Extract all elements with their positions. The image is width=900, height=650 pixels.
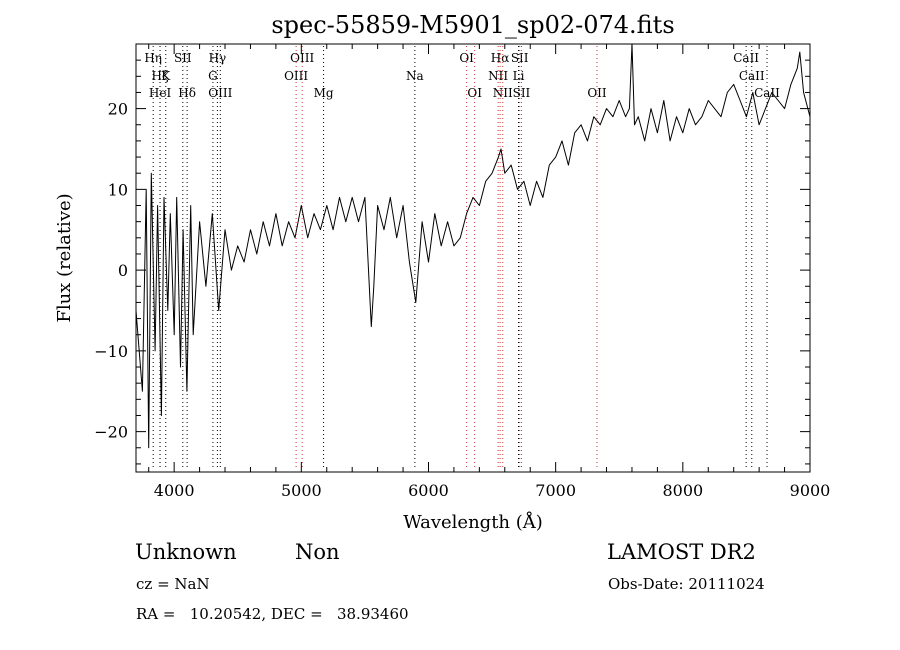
spectral-line-label-4: SII (174, 51, 192, 65)
redshift-cz: cz = NaN (136, 575, 210, 593)
plot-frame (135, 43, 811, 473)
spectral-line-label-19: Li (513, 69, 525, 83)
spectral-line-label-10: OIII (284, 69, 308, 83)
spectral-line-label-15: Hα (491, 51, 510, 65)
spectral-line-label-6: Hγ (209, 51, 227, 65)
spectral-line-label-8: OIII (208, 86, 232, 100)
spectral-line-label-0: Hη (144, 51, 162, 65)
y-axis-label: Flux (relative) (54, 193, 75, 322)
spectral-line-label-24: CaII (754, 86, 780, 100)
x-tick-label-0: 4000 (154, 481, 195, 500)
x-tick-label-4: 8000 (662, 481, 703, 500)
observation-date: Obs-Date: 20111024 (608, 575, 765, 593)
y-tick-label-0: −20 (94, 423, 128, 442)
spectral-line-label-16: NII (488, 69, 508, 83)
spectral-line-markers: HηHζHeIKSIIHδHγGOIIIOIIIOIIIMgNaOIOIHαNI… (144, 46, 780, 470)
spectral-line-label-22: CaII (733, 51, 759, 65)
spectral-line-label-13: OI (459, 51, 474, 65)
spectral-line-label-5: Hδ (178, 86, 196, 100)
x-tick-label-2: 6000 (408, 481, 449, 500)
ra-dec-coordinates: RA = 10.20542, DEC = 38.93460 (136, 605, 409, 623)
spectral-line-label-12: Na (406, 69, 424, 83)
spectrum-series-line-0 (135, 43, 811, 449)
y-tick-label-2: 0 (118, 261, 128, 280)
spectral-line-label-21: OII (587, 86, 607, 100)
y-tick-label-4: 20 (108, 100, 128, 119)
spectrum-series (135, 43, 811, 449)
spectral-line-label-11: Mg (314, 86, 334, 100)
chart-title: spec-55859-M5901_sp02-074.fits (271, 11, 674, 39)
spectral-line-label-1: Hζ (152, 69, 169, 83)
x-axis-label: Wavelength (Å) (403, 511, 543, 533)
spectral-line-label-7: G (208, 69, 218, 83)
spectral-line-label-14: OI (467, 86, 482, 100)
spectral-line-label-17: NII (493, 86, 513, 100)
object-class: Unknown (135, 540, 237, 564)
spectral-line-label-20: SII (513, 86, 531, 100)
spectral-line-label-2: HeI (149, 86, 172, 100)
spectral-line-label-3: K (161, 69, 171, 83)
x-tick-label-3: 7000 (535, 481, 576, 500)
spectral-line-label-23: CaII (739, 69, 765, 83)
y-tick-label-1: −10 (94, 342, 128, 361)
spectral-line-label-9: OIII (290, 51, 314, 65)
axis-ticks: 4000 5000 6000 7000 8000 9000 −20 −10 0 10 20 (94, 43, 831, 500)
y-tick-label-3: 10 (108, 180, 128, 199)
survey-name: LAMOST DR2 (607, 540, 756, 564)
object-subclass: Non (295, 540, 340, 564)
x-tick-label-1: 5000 (281, 481, 322, 500)
spectral-line-label-18: SII (511, 51, 529, 65)
x-tick-label-5: 9000 (790, 481, 831, 500)
